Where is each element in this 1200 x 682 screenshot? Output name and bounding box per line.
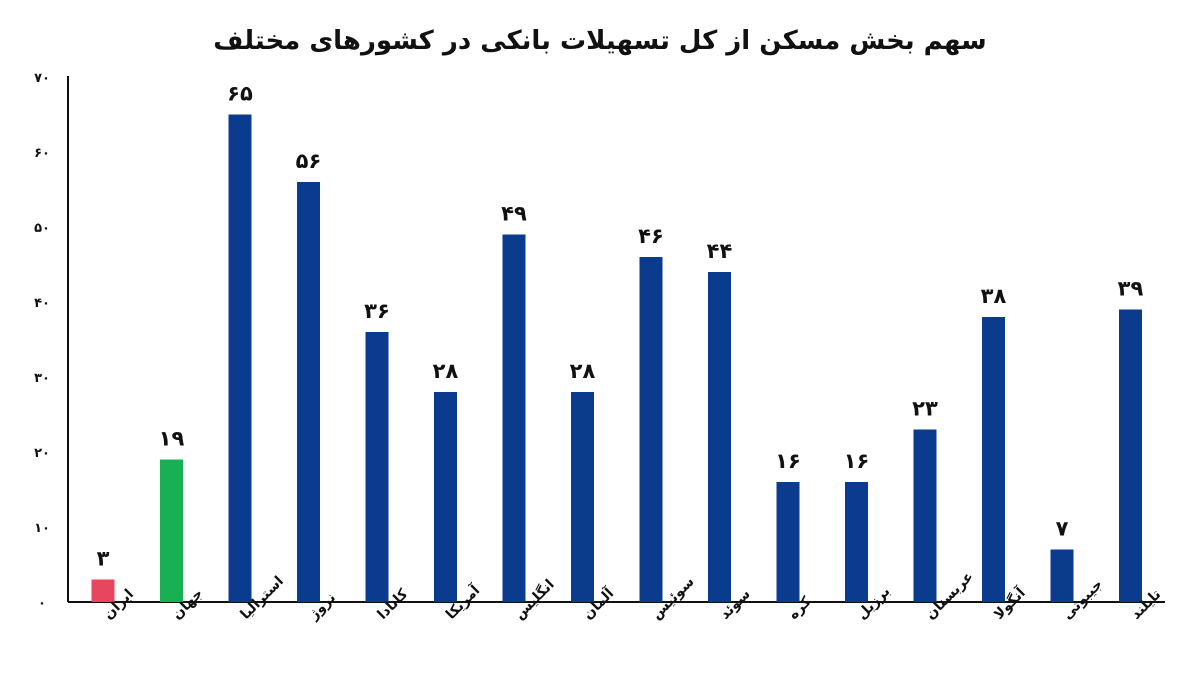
bar-value-label: ۱۹ — [159, 427, 185, 451]
bar — [1119, 309, 1142, 602]
bar — [982, 317, 1005, 602]
bar — [502, 234, 526, 602]
bar — [91, 579, 115, 602]
bar — [776, 482, 800, 602]
bar-value-label: ۲۸ — [433, 359, 459, 383]
y-tick-label: ۱۰ — [34, 521, 50, 536]
bar — [1050, 549, 1074, 602]
bar — [571, 392, 594, 602]
bar-value-label: ۵۶ — [296, 149, 322, 173]
y-tick-label: ۲۰ — [34, 446, 50, 461]
bar — [365, 332, 389, 602]
bar — [639, 257, 663, 602]
y-tick-label: ۵۰ — [34, 221, 50, 236]
y-tick-label: ۷۰ — [34, 71, 50, 86]
y-tick-label: ۴۰ — [34, 296, 50, 311]
bar-value-label: ۲۳ — [912, 397, 938, 421]
bar-value-label: ۲۸ — [570, 359, 596, 383]
bar — [434, 392, 457, 602]
bar-value-label: ۶۵ — [227, 82, 253, 106]
y-tick-label: ۶۰ — [34, 146, 50, 161]
bar-group — [91, 114, 1142, 602]
value-label-group: ۳ ۱۹ ۶۵ ۵۶ ۳۶ ۲۸ ۴۹ ۲۸ ۴۶ ۴۴ ۱۶ ۱۶ ۲۳ ۳۸ ۷ ۳۹ — [97, 82, 1144, 571]
y-tick-group: ۰ ۱۰ ۲۰ ۳۰ ۴۰ ۵۰ ۶۰ ۷۰ — [34, 71, 50, 611]
bar-value-label: ۳۸ — [981, 284, 1007, 308]
bar — [913, 429, 937, 602]
bar-value-label: ۳۶ — [364, 299, 390, 323]
bar-value-label: ۴۶ — [638, 224, 664, 248]
chart-title: سهم بخش مسکن از کل تسهیلات بانکی در کشور… — [213, 26, 987, 56]
bar-value-label: ۷ — [1056, 517, 1069, 541]
y-tick-label: ۳۰ — [34, 371, 50, 386]
bar-value-label: ۴۴ — [707, 239, 733, 263]
bar — [297, 182, 320, 602]
bar-value-label: ۱۶ — [844, 449, 870, 473]
bar — [160, 459, 183, 602]
bar — [708, 272, 731, 602]
bar-value-label: ۱۶ — [775, 449, 801, 473]
bar-value-label: ۴۹ — [501, 202, 527, 226]
bar-value-label: ۳۹ — [1118, 277, 1144, 301]
bar-value-label: ۳ — [97, 547, 110, 571]
bar — [228, 114, 252, 602]
y-tick-label: ۰ — [38, 596, 46, 611]
bar — [845, 482, 868, 602]
